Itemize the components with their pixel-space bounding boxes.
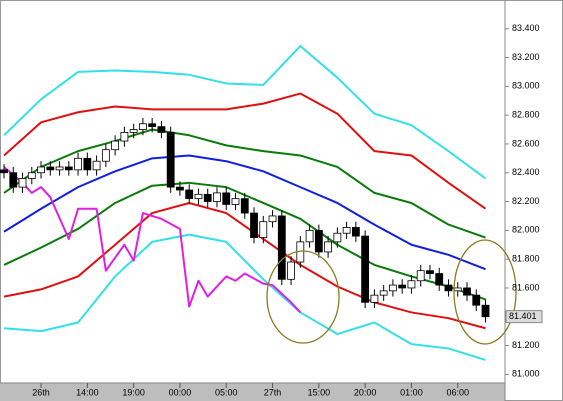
candle-body xyxy=(157,126,166,133)
candle-body xyxy=(203,193,212,202)
x-axis-bar xyxy=(0,383,505,401)
y-tick-label: 82.800 xyxy=(512,110,540,120)
band-line xyxy=(3,92,487,210)
candle-body xyxy=(305,229,314,243)
candle-body xyxy=(194,193,203,200)
y-tick-label: 82.000 xyxy=(512,225,540,235)
x-tick-label: 14:00 xyxy=(76,387,99,397)
candle-body xyxy=(287,261,295,280)
candle-body xyxy=(268,215,277,223)
candle-body xyxy=(92,160,101,171)
candle-body xyxy=(111,140,120,151)
candle-body xyxy=(120,132,129,142)
candle-body xyxy=(472,294,481,306)
y-tick-label: 81.600 xyxy=(512,282,540,292)
y-tick-label: 83.000 xyxy=(512,81,540,91)
last-price-label: 81.401 xyxy=(509,311,537,321)
candle-body xyxy=(444,284,453,292)
y-tick-label: 82.400 xyxy=(512,167,540,177)
candle-body xyxy=(435,273,444,286)
candle-body xyxy=(0,169,8,174)
highlight-ellipse xyxy=(453,239,517,345)
candle-body xyxy=(426,270,434,274)
candle-body xyxy=(463,287,471,296)
candle-body xyxy=(213,192,221,202)
candle-body xyxy=(481,304,490,318)
candle-body xyxy=(240,198,249,214)
x-tick-label: 06:00 xyxy=(446,387,469,397)
x-tick-label: 19:00 xyxy=(122,387,145,397)
x-tick-label: 20:00 xyxy=(354,387,377,397)
candle-body xyxy=(55,166,64,171)
x-tick-label: 27th xyxy=(264,387,282,397)
candle-body xyxy=(185,189,194,200)
candle-body xyxy=(361,235,370,303)
candle-body xyxy=(101,149,110,162)
candle-body xyxy=(74,157,82,171)
lag-line xyxy=(3,166,302,314)
candle-body xyxy=(277,215,286,280)
x-tick-label: 05:00 xyxy=(215,387,238,397)
candle-body xyxy=(18,178,27,188)
candle-body xyxy=(27,172,36,179)
candle-body xyxy=(407,280,416,289)
candle-body xyxy=(379,290,388,296)
x-tick-label: 01:00 xyxy=(400,387,423,397)
y-tick-label: 83.400 xyxy=(512,23,540,33)
band-line xyxy=(3,154,486,271)
candle-body xyxy=(46,166,55,171)
candle-body xyxy=(37,166,45,174)
candle-body xyxy=(129,129,138,133)
candle-body xyxy=(324,241,333,253)
candle-body xyxy=(342,227,351,234)
candle-body xyxy=(314,229,323,253)
band-line xyxy=(3,233,486,361)
y-tick-label: 81.200 xyxy=(512,340,540,350)
candle-body xyxy=(370,294,379,303)
candle-body xyxy=(231,198,240,205)
y-tick-label: 81.800 xyxy=(512,254,540,264)
candle-body xyxy=(138,123,147,130)
y-tick-label: 81.000 xyxy=(512,369,540,379)
candle-body xyxy=(398,284,407,289)
highlight-ellipse xyxy=(266,250,340,344)
candle-body xyxy=(351,227,360,237)
x-tick-label: 26th xyxy=(32,387,50,397)
candle-body xyxy=(222,192,231,205)
band-line xyxy=(3,201,486,330)
y-tick-label: 82.600 xyxy=(512,138,540,148)
candle-body xyxy=(64,166,73,171)
candle-body xyxy=(333,232,342,243)
candle-body xyxy=(148,123,157,128)
y-tick-label: 82.200 xyxy=(512,196,540,206)
band-line xyxy=(3,128,486,239)
candle-body xyxy=(83,157,92,171)
candle-body xyxy=(389,284,397,292)
candle-body xyxy=(416,270,425,282)
candle-body xyxy=(259,221,268,238)
x-tick-label: 00:00 xyxy=(169,387,192,397)
candle-body xyxy=(453,287,462,292)
band-line xyxy=(3,45,487,180)
y-tick-label: 83.200 xyxy=(512,52,540,62)
candle-body xyxy=(176,186,184,191)
candle-body xyxy=(250,212,258,238)
candle-body xyxy=(166,132,175,188)
candle-body xyxy=(9,172,18,188)
x-tick-label: 15:00 xyxy=(308,387,331,397)
plot xyxy=(0,45,490,361)
last-price-box xyxy=(505,310,543,324)
